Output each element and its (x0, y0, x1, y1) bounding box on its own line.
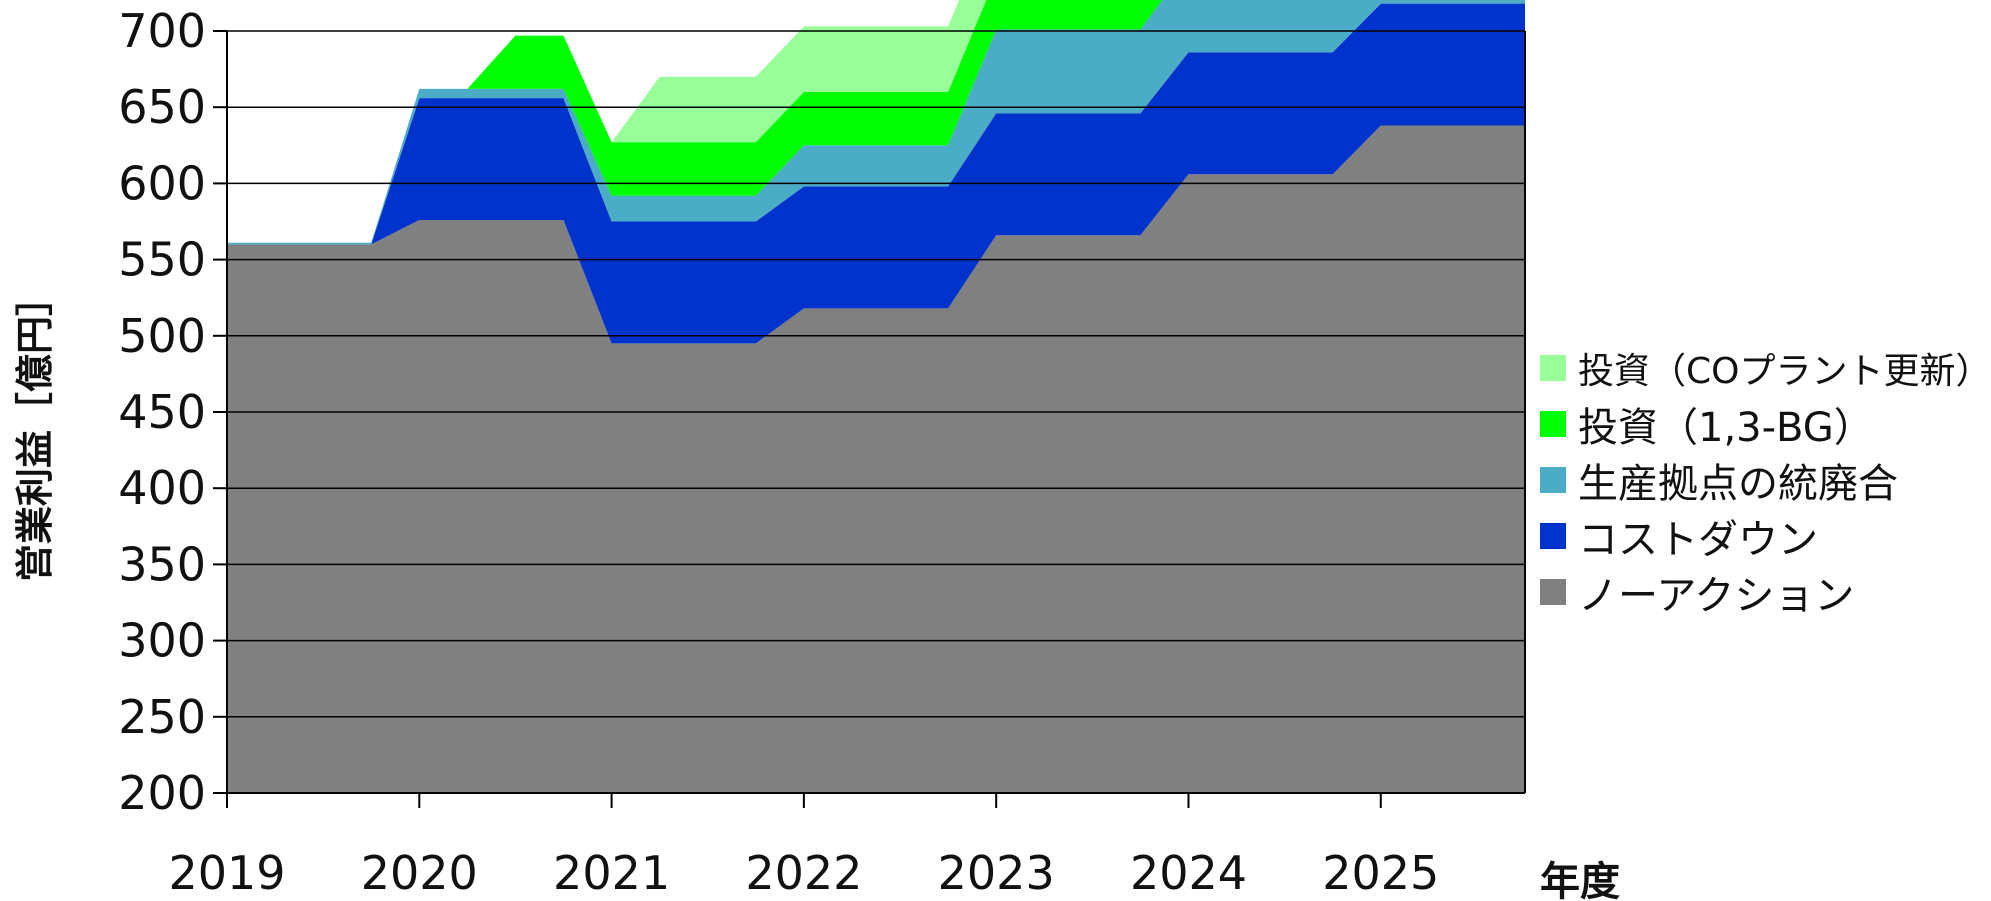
gridlines (227, 30, 1525, 718)
legend-swatch (1540, 355, 1566, 381)
x-tick-label: 2024 (1130, 846, 1247, 900)
legend-item: 生産拠点の統廃合 (1540, 452, 1991, 508)
legend-item: コストダウン (1540, 508, 1991, 564)
y-tick-label: 200 (118, 766, 206, 820)
x-tick-label: 2019 (168, 846, 285, 900)
legend-item: 投資（1,3-BG） (1540, 396, 1991, 452)
x-tick-label: 2021 (553, 846, 670, 900)
x-tick-label: 2020 (361, 846, 478, 900)
y-tick-label: 250 (118, 690, 206, 744)
area-series-4 (227, 0, 1163, 243)
y-tick-label: 350 (118, 537, 206, 591)
legend-label: コストダウン (1578, 517, 1818, 563)
legend-item: 投資（COプラント更新） (1540, 340, 1991, 396)
legend: 投資（COプラント更新） 投資（1,3-BG） 生産拠点の統廃合 コストダウン ノーアク… (1540, 340, 1991, 620)
legend-item: ノーアクション (1540, 564, 1991, 620)
y-tick-labels: 200 250 300 350 400 450 500 550 600 650 700 (118, 4, 206, 820)
x-axis-label: 年度 (1540, 859, 1620, 901)
x-tick-label: 2025 (1322, 846, 1439, 900)
y-tick-label: 700 (118, 4, 206, 58)
axes (213, 30, 1526, 808)
legend-swatch (1540, 579, 1566, 605)
x-tick-label: 2022 (745, 846, 862, 900)
legend-swatch (1540, 411, 1566, 437)
area-series-group (227, 0, 1525, 793)
legend-label: 生産拠点の統廃合 (1578, 461, 1898, 507)
y-tick-label: 300 (118, 614, 206, 668)
legend-label: ノーアクション (1578, 573, 1855, 619)
y-tick-label: 650 (118, 80, 206, 134)
legend-label: 投資（1,3-BG） (1578, 405, 1874, 451)
legend-swatch (1540, 523, 1566, 549)
area-series-5 (227, 0, 987, 243)
y-tick-label: 400 (118, 461, 206, 515)
area-series-1 (227, 125, 1525, 793)
x-tick-label: 2023 (938, 846, 1055, 900)
x-tick-labels: 2019 2020 2021 2022 2023 2024 2025 (168, 846, 1439, 900)
y-tick-label: 500 (118, 309, 206, 363)
area-series-2 (227, 3, 1525, 344)
y-axis-label: 営業利益［億円］ (13, 278, 57, 582)
legend-label: 投資（COプラント更新） (1578, 351, 1991, 392)
y-tick-label: 550 (118, 233, 206, 287)
y-tick-label: 450 (118, 385, 206, 439)
y-tick-label: 600 (118, 156, 206, 210)
legend-swatch (1540, 467, 1566, 493)
